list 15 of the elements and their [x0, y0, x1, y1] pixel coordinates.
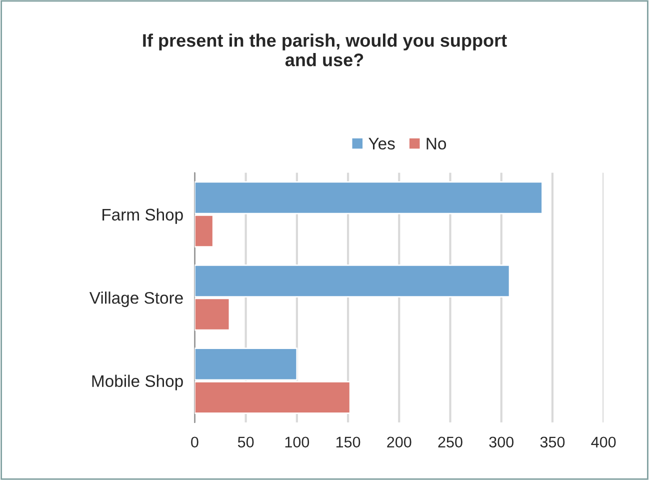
chart-title: If present in the parish, would you support and use?	[143, 34, 507, 66]
x-tick-label: 400	[591, 436, 616, 448]
y-tick-label: Mobile Shop	[92, 374, 183, 390]
x-tick-label: 350	[540, 436, 565, 448]
x-tick-label: 50	[238, 436, 254, 448]
x-tick-label: 200	[387, 436, 412, 448]
x-tick-label: 150	[336, 436, 360, 448]
legend-label: Yes	[368, 138, 395, 150]
x-tick-label: 100	[285, 436, 310, 448]
x-tick-label: 250	[438, 436, 462, 448]
y-tick-label: Farm Shop	[102, 208, 183, 224]
legend-label: No	[426, 138, 446, 150]
x-tick-label: 300	[489, 436, 514, 448]
y-tick-label: Village Store	[89, 292, 183, 308]
x-tick-label: 0	[191, 436, 198, 448]
